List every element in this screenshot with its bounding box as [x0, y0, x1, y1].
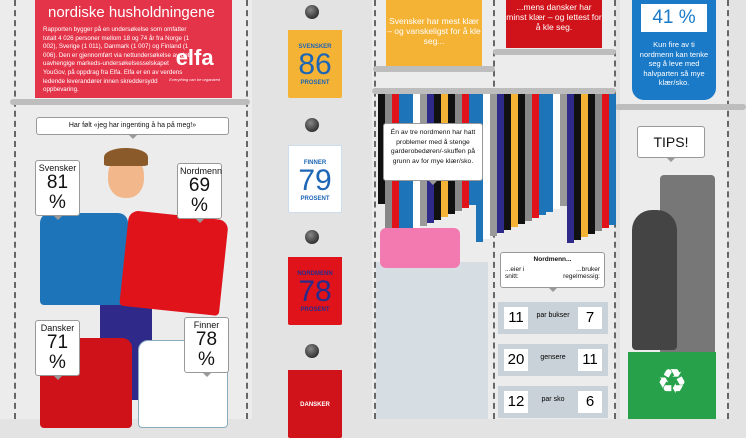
row-gensere: 20 gensere 11 — [498, 344, 608, 376]
shelf — [10, 99, 250, 105]
elfa-logo: elfa Everything can be organized — [169, 45, 220, 83]
hanging-garment — [483, 94, 490, 239]
recycle-bin: ♻ — [628, 352, 716, 419]
intro-box: nordiske husholdningene Rapporten bygger… — [35, 0, 232, 98]
hanging-garment — [504, 94, 511, 230]
hanging-garment — [595, 94, 602, 231]
red-shirt — [119, 210, 229, 316]
hanging-garment — [567, 94, 574, 243]
denim-shirt — [40, 213, 128, 305]
hanging-garment — [546, 94, 553, 212]
hanging-garment — [518, 94, 525, 224]
danes-box: ...mens dansker har minst klær – og lett… — [506, 0, 602, 48]
hanging-garment — [574, 94, 581, 240]
hanging-garment — [602, 94, 609, 228]
stat-41-text: Kun fire av ti nordmenn kan tenke seg å … — [639, 40, 709, 87]
clothes-rail — [372, 88, 616, 94]
hanging-garment — [525, 94, 532, 221]
hanging-garment — [511, 94, 518, 227]
hanging-garment — [588, 94, 595, 234]
blue-bin: 41 % Kun fire av ti nordmenn kan tenke s… — [632, 0, 716, 100]
pink-clothes — [380, 228, 460, 268]
stat-nordmenn: Nordmenn 69 % — [177, 163, 222, 223]
jersey-nordmenn: NORDMENN 78 PROSENT — [288, 257, 342, 325]
jersey-svensker: SVENSKER 86 PROSENT — [288, 30, 342, 98]
hanging-garment — [560, 94, 567, 206]
jersey-dansker: DANSKER — [288, 370, 342, 438]
jersey-finner: FINNER 79 PROSENT — [288, 145, 342, 213]
norwegians-header: Nordmenn... ...eier i snitt: ...bruker r… — [500, 252, 605, 292]
tips-bubble: TIPS! — [637, 126, 705, 162]
stat-svensker: Svensker 81 % — [35, 160, 80, 220]
recycle-icon: ♻ — [656, 363, 688, 401]
hanging-garment — [490, 94, 497, 236]
storage-bins — [376, 262, 488, 419]
closet-bubble: Én av tre nordmenn har hatt problemer me… — [383, 123, 483, 185]
stat-finner: Finner 78 % — [184, 317, 229, 377]
dress-icon — [632, 210, 677, 350]
hanging-garment — [532, 94, 539, 218]
hanging-garment — [609, 94, 616, 225]
hanging-garment — [539, 94, 546, 215]
hanging-garment — [553, 94, 560, 209]
row-bukser: 11 par bukser 7 — [498, 302, 608, 334]
hanging-garment — [581, 94, 588, 237]
intro-title: nordiske husholdningene — [48, 4, 215, 21]
stat-dansker: Dansker 71 % — [35, 320, 80, 380]
question-bubble: Har følt «jeg har ingenting å ha på meg!… — [36, 117, 229, 139]
hanging-garment — [497, 94, 504, 233]
row-sko: 12 par sko 6 — [498, 386, 608, 418]
stat-41: 41 % — [641, 4, 707, 32]
hanging-garment — [378, 94, 385, 204]
swedes-box: Svensker har mest klær – og vanskeligst … — [386, 0, 482, 66]
intro-text: Rapporten bygger på en undersøkelse som … — [43, 26, 190, 94]
person-hair — [104, 148, 148, 166]
